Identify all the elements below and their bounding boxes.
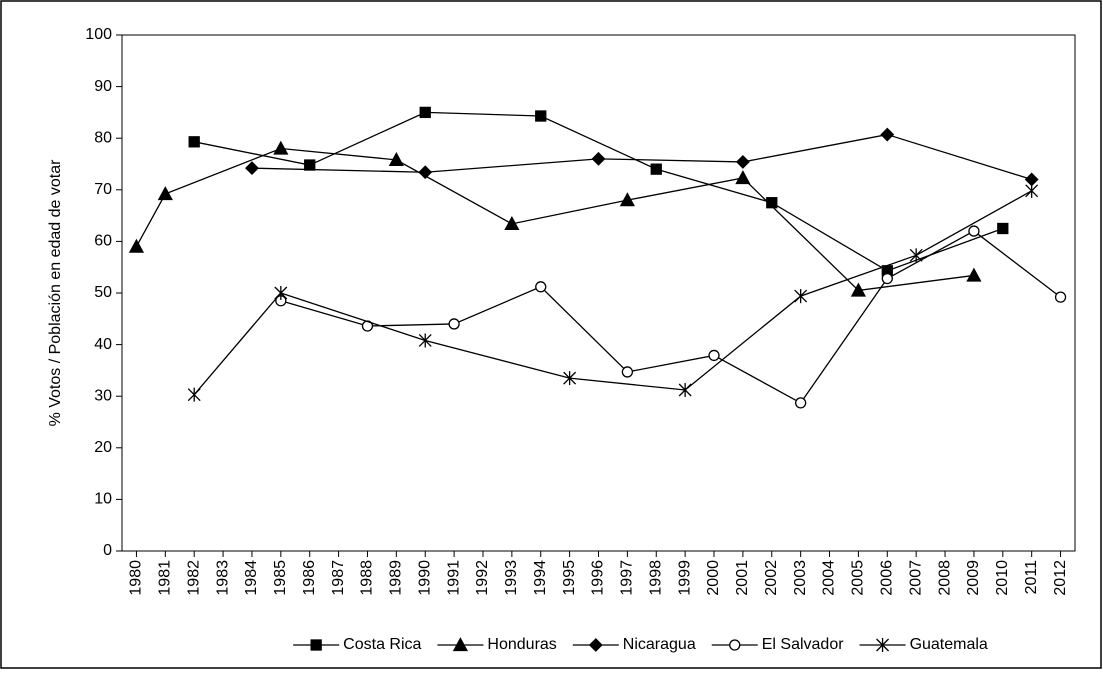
y-tick-label: 0 <box>103 542 112 559</box>
x-tick-label: 2009 <box>965 560 982 596</box>
y-tick-label: 80 <box>94 129 112 146</box>
marker <box>418 333 432 348</box>
x-tick-label: 1983 <box>214 560 231 596</box>
x-tick-label: 1988 <box>359 560 376 596</box>
marker <box>188 136 200 148</box>
x-tick-label: 1980 <box>128 560 145 596</box>
x-tick-label: 1987 <box>330 560 347 596</box>
x-tick-label: 2008 <box>936 560 953 596</box>
x-tick-label: 1985 <box>272 560 289 596</box>
x-tick-label: 2007 <box>907 560 924 596</box>
marker <box>419 106 431 119</box>
x-tick-label: 1999 <box>676 560 693 596</box>
marker <box>1025 183 1039 198</box>
x-tick-label: 2000 <box>705 560 722 596</box>
x-tick-label: 2002 <box>763 560 780 596</box>
y-tick-label: 20 <box>94 439 112 456</box>
y-tick-label: 100 <box>85 26 112 43</box>
marker <box>504 215 520 231</box>
legend-marker <box>729 639 741 651</box>
marker <box>794 289 808 304</box>
marker <box>880 127 895 142</box>
marker <box>650 163 662 175</box>
marker <box>448 318 460 330</box>
x-tick-label: 2004 <box>821 560 838 596</box>
x-tick-label: 1993 <box>503 560 520 596</box>
y-tick-label: 60 <box>94 233 112 250</box>
series-line <box>280 230 1061 404</box>
y-axis-label: % Votos / Población en edad de votar <box>47 159 64 427</box>
y-tick-label: 90 <box>94 78 112 95</box>
marker <box>1054 291 1067 303</box>
marker <box>766 197 778 209</box>
marker <box>157 186 173 201</box>
legend-marker <box>452 637 469 652</box>
y-tick-label: 50 <box>94 284 112 301</box>
marker <box>273 140 289 155</box>
marker <box>795 397 807 409</box>
y-tick-label: 70 <box>94 181 112 198</box>
marker <box>388 152 404 167</box>
x-tick-label: 2003 <box>792 560 809 596</box>
marker <box>968 225 980 237</box>
x-tick-label: 1995 <box>561 560 578 596</box>
legend-marker <box>310 639 322 651</box>
marker <box>245 161 259 176</box>
x-tick-label: 2005 <box>850 560 867 596</box>
x-tick-label: 1990 <box>416 560 433 596</box>
marker <box>535 281 547 293</box>
x-tick-label: 1997 <box>619 560 636 596</box>
series-line <box>251 133 1032 181</box>
marker <box>591 151 606 166</box>
marker <box>966 267 982 282</box>
y-tick-label: 40 <box>94 336 112 353</box>
marker <box>735 155 750 169</box>
marker <box>304 159 316 171</box>
legend-label: Guatemala <box>910 636 988 653</box>
marker <box>850 282 867 297</box>
x-tick-label: 1992 <box>474 560 491 596</box>
legend-marker <box>588 638 603 652</box>
x-tick-label: 2011 <box>1023 560 1040 595</box>
marker <box>619 192 635 207</box>
marker <box>418 165 433 180</box>
x-tick-label: 2006 <box>879 560 896 596</box>
marker <box>735 170 751 185</box>
marker <box>563 371 577 386</box>
marker <box>274 286 288 300</box>
series-line <box>193 190 1032 396</box>
series-line <box>194 111 1004 272</box>
legend-label: El Salvador <box>762 636 844 653</box>
legend-label: Costa Rica <box>343 636 421 653</box>
marker <box>621 366 634 378</box>
x-tick-label: 1998 <box>647 560 664 596</box>
x-tick-label: 1994 <box>532 560 549 596</box>
legend-marker <box>876 638 890 652</box>
x-tick-label: 1989 <box>388 560 405 596</box>
marker <box>997 222 1009 235</box>
x-tick-label: 1981 <box>157 560 174 596</box>
marker <box>535 110 547 122</box>
marker <box>678 383 692 398</box>
marker <box>128 238 145 253</box>
marker <box>708 349 720 362</box>
x-tick-label: 2012 <box>1052 560 1069 596</box>
x-tick-label: 2001 <box>734 560 751 596</box>
legend-label: Honduras <box>487 636 556 653</box>
x-tick-label: 1984 <box>243 560 260 596</box>
x-tick-label: 1982 <box>185 560 202 596</box>
x-tick-label: 2010 <box>994 560 1011 596</box>
marker <box>909 248 923 263</box>
y-tick-label: 10 <box>94 491 112 508</box>
x-tick-label: 1991 <box>445 560 462 596</box>
y-tick-label: 30 <box>94 387 112 404</box>
x-tick-label: 1986 <box>301 560 318 596</box>
legend-label: Nicaragua <box>623 636 696 653</box>
marker <box>187 387 201 402</box>
x-tick-label: 1996 <box>590 560 607 596</box>
marker <box>881 272 893 285</box>
